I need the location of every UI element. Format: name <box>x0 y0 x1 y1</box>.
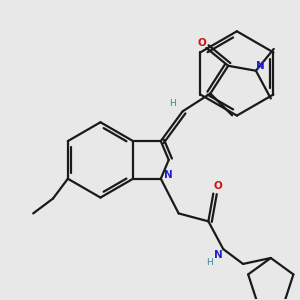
Text: N: N <box>214 250 223 260</box>
Text: O: O <box>197 38 206 48</box>
Text: N: N <box>164 170 173 180</box>
Text: O: O <box>214 181 223 191</box>
Text: N: N <box>256 61 265 71</box>
Text: H: H <box>169 99 176 108</box>
Text: H: H <box>206 258 213 267</box>
